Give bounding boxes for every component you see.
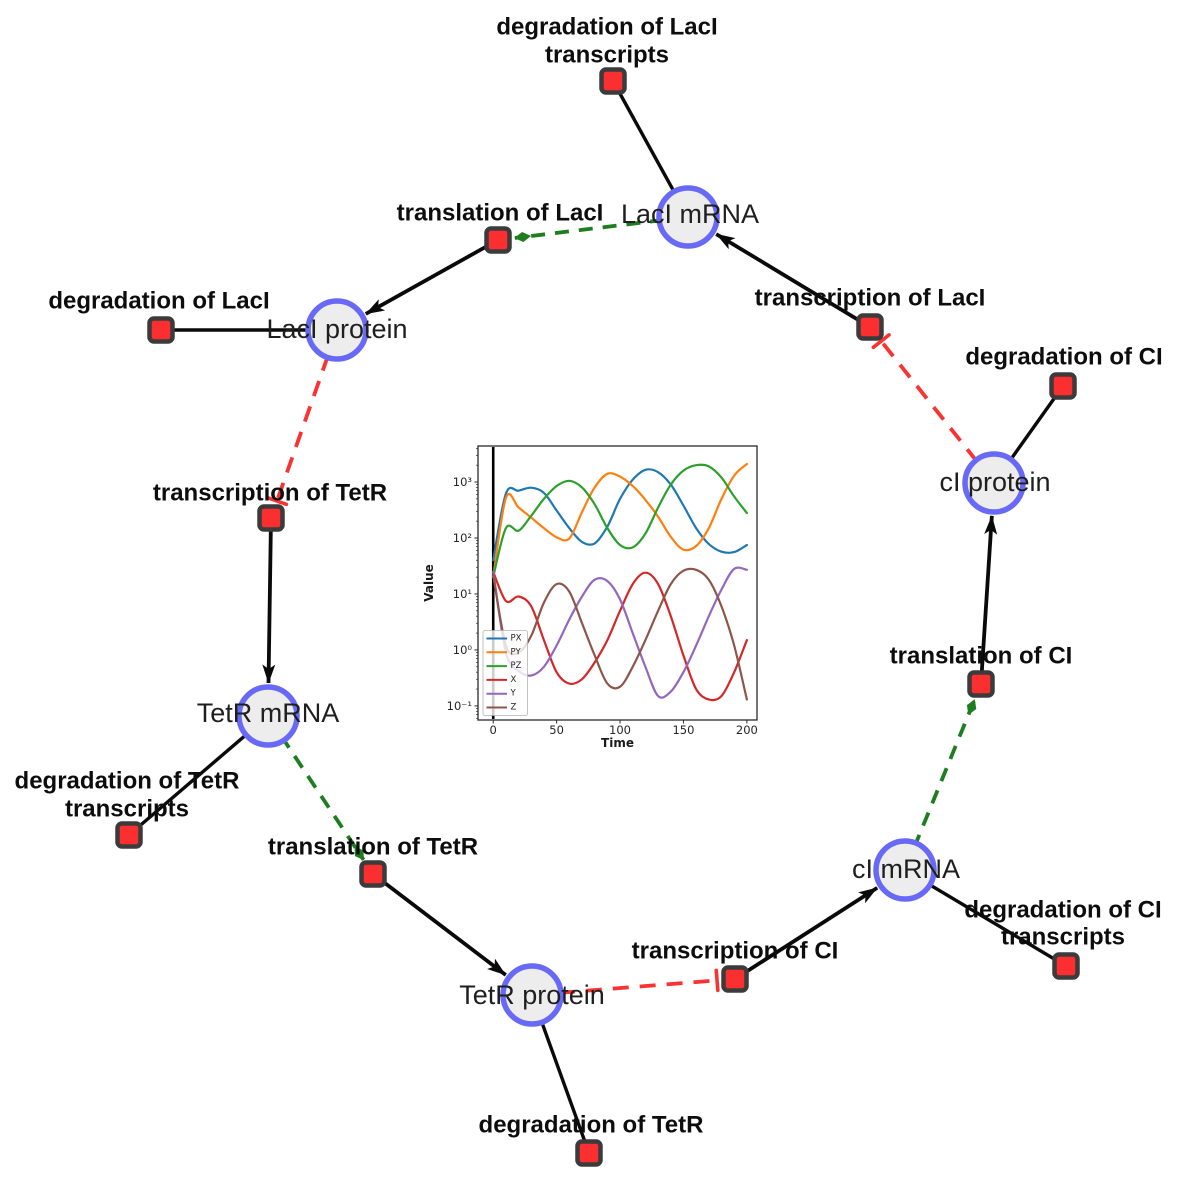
nodes-layer xyxy=(115,67,1080,1167)
edge-transcription-tetr-to-tetr-mrna xyxy=(262,517,276,684)
plot-ticks xyxy=(474,447,748,724)
reaction-label-degradation-ci-transcripts: degradation of CI xyxy=(964,897,1161,924)
species-node-tetr-protein[interactable] xyxy=(500,963,564,1027)
reaction-label-transcription-tetr: transcription of TetR xyxy=(153,480,387,507)
y-tick-label: 10⁻¹ xyxy=(447,699,472,713)
x-tick-label: 0 xyxy=(490,723,497,737)
y-axis-title: Value xyxy=(422,564,436,602)
reaction-label-degradation-laci-transcripts: degradation of LacI xyxy=(496,14,717,41)
reaction-label-degradation-laci: degradation of LacI xyxy=(48,288,269,315)
edge-transcription-laci-to-laci-mrna xyxy=(715,232,871,329)
edge-translation-laci-to-laci-protein xyxy=(364,238,499,316)
reaction-label-transcription-ci: transcription of CI xyxy=(632,938,839,965)
legend-label-Y: Y xyxy=(510,689,517,699)
reaction-node-degradation-ci-transcripts[interactable] xyxy=(1052,952,1080,980)
series-curve-PY xyxy=(492,462,748,579)
y-tick-label: 10¹ xyxy=(453,587,472,601)
reaction-node-degradation-tetr-transcripts[interactable] xyxy=(115,821,143,849)
species-label-ci-mrna: cI mRNA xyxy=(852,854,960,884)
x-tick-label: 50 xyxy=(549,723,564,737)
edge-translation-ci-to-ci-protein xyxy=(979,515,998,685)
plot-spines xyxy=(477,445,758,721)
legend-label-PX: PX xyxy=(511,634,522,644)
edge-transcription-ci-to-ci-mrna xyxy=(733,886,879,981)
reaction-label-degradation-tetr-transcripts: transcripts xyxy=(65,796,189,823)
reaction-label-translation-laci: translation of LacI xyxy=(397,200,604,227)
reaction-label-degradation-tetr: degradation of TetR xyxy=(479,1112,704,1139)
reaction-node-translation-laci[interactable] xyxy=(484,226,512,254)
species-node-laci-protein[interactable] xyxy=(305,298,369,362)
species-node-laci-mrna[interactable] xyxy=(656,185,720,249)
reaction-node-transcription-tetr[interactable] xyxy=(257,504,285,532)
y-tick-label: 10² xyxy=(453,531,472,545)
x-tick-label: 150 xyxy=(672,723,694,737)
species-label-laci-mrna: LacI mRNA xyxy=(621,199,759,229)
reaction-label-degradation-ci-transcripts: transcripts xyxy=(1001,924,1125,951)
x-axis-title: Time xyxy=(601,736,634,750)
x-tick-label: 200 xyxy=(736,723,758,737)
reaction-label-degradation-ci: degradation of CI xyxy=(965,344,1162,371)
reaction-node-translation-ci[interactable] xyxy=(967,670,995,698)
plot-legend: PX PY PZ XYZ xyxy=(482,630,528,716)
x-tick-label: 100 xyxy=(609,723,631,737)
reaction-node-degradation-tetr[interactable] xyxy=(575,1139,603,1167)
reaction-node-transcription-ci[interactable] xyxy=(721,965,749,993)
y-tick-label: 10³ xyxy=(453,475,473,489)
legend-label-PY: PY xyxy=(511,647,522,657)
reaction-node-degradation-laci[interactable] xyxy=(147,316,175,344)
species-node-tetr-mrna[interactable] xyxy=(236,684,300,748)
species-node-ci-protein[interactable] xyxy=(962,451,1026,515)
reaction-node-translation-tetr[interactable] xyxy=(359,860,387,888)
reaction-label-degradation-tetr-transcripts: degradation of TetR xyxy=(15,768,240,795)
series-curve-Y xyxy=(492,566,748,699)
labels-layer: LacI mRNA LacI protein TetR mRNA TetR prote… xyxy=(15,14,1163,1139)
species-label-laci-protein: LacI protein xyxy=(266,314,407,344)
legend-label-Z: Z xyxy=(511,703,517,713)
species-label-tetr-protein: TetR protein xyxy=(459,980,605,1010)
reaction-node-transcription-laci[interactable] xyxy=(856,313,884,341)
series-curve-PX xyxy=(492,468,748,562)
series-curve-Z xyxy=(492,567,748,701)
reaction-node-degradation-laci-transcripts[interactable] xyxy=(599,67,627,95)
species-node-ci-mrna[interactable] xyxy=(873,838,937,902)
series-curve-PZ xyxy=(492,463,748,579)
species-label-tetr-mrna: TetR mRNA xyxy=(197,698,340,728)
reaction-node-degradation-ci[interactable] xyxy=(1049,372,1077,400)
legend-label-X: X xyxy=(511,675,517,685)
reaction-label-translation-ci: translation of CI xyxy=(890,643,1073,670)
reaction-label-translation-tetr: translation of TetR xyxy=(268,834,478,861)
reaction-label-transcription-laci: transcription of LacI xyxy=(755,285,986,312)
edge-translation-tetr-to-tetr-protein xyxy=(371,872,507,977)
legend-label-PZ: PZ xyxy=(511,661,522,671)
species-label-ci-protein: cI protein xyxy=(939,467,1050,497)
y-tick-label: 10⁰ xyxy=(453,643,473,657)
reaction-label-degradation-laci-transcripts: transcripts xyxy=(545,42,669,69)
series-curve-X xyxy=(492,570,748,702)
